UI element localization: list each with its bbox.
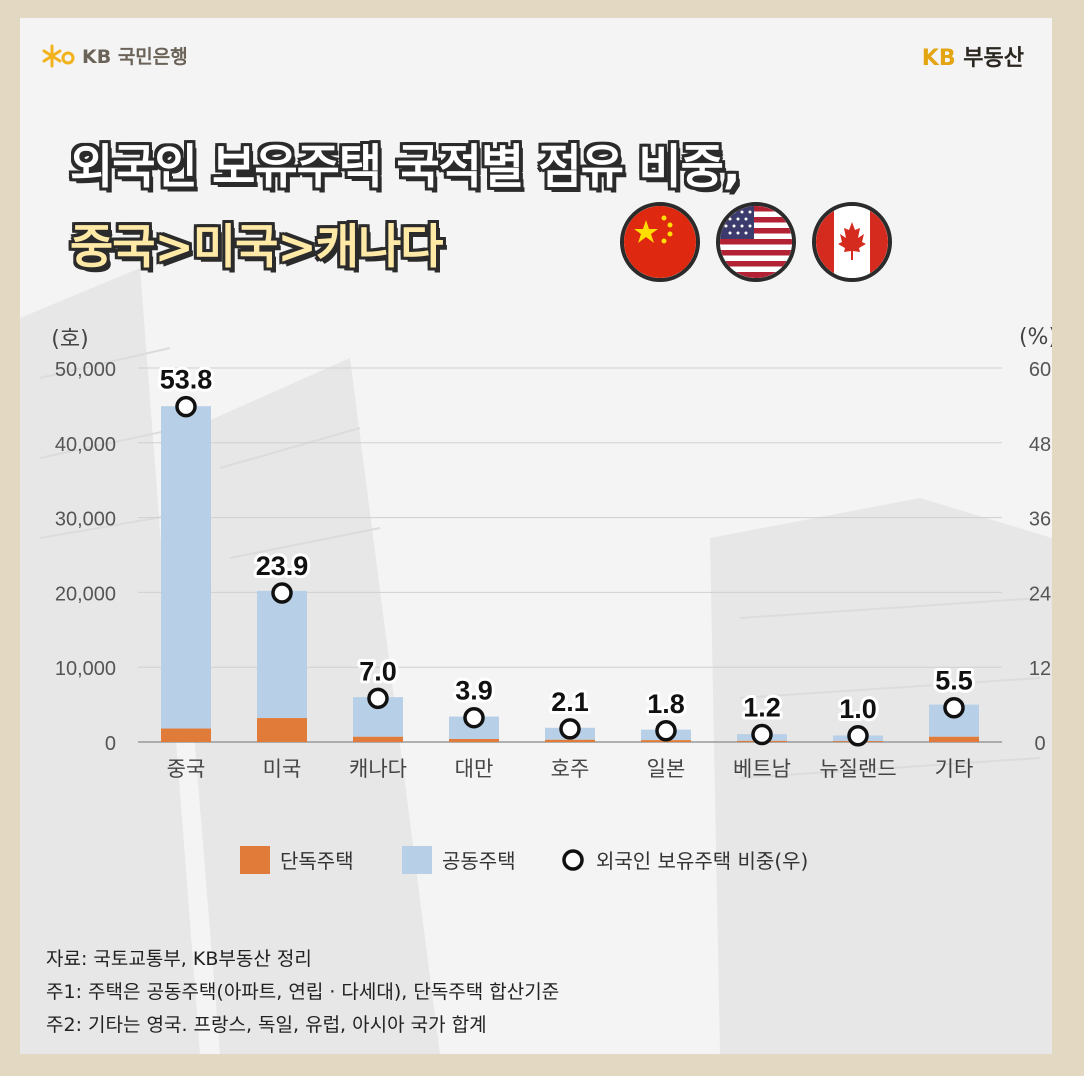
category-label: 캐나다 — [349, 757, 407, 781]
left-tick-label: 50,000 — [55, 359, 116, 381]
bar-detached — [929, 736, 979, 742]
category-label: 기타 — [935, 757, 974, 781]
legend-share-label: 외국인 보유주택 비중(우) — [596, 849, 809, 873]
source-notes: 자료: 국토교통부, KB부동산 정리 주1: 주택은 공동주택(아파트, 연립… — [46, 943, 559, 1042]
category-label: 대만 — [455, 757, 494, 781]
title-line-2: 중국>미국>캐나다 — [70, 220, 443, 275]
right-tick-label: 24 — [1029, 583, 1051, 605]
category-label: 미국 — [263, 757, 302, 781]
category-label: 호주 — [551, 757, 590, 781]
note-source: 자료: 국토교통부, KB부동산 정리 — [46, 948, 312, 970]
frame: KB 국민은행 KB 부동산 외국인 보유주택 국적별 점유 비중, 중국>미국… — [10, 10, 1060, 1060]
right-tick-label: 12 — [1029, 658, 1051, 680]
legend-detached-label: 단독주택 — [280, 849, 354, 873]
bar-detached — [449, 739, 499, 742]
axes: 0 10,000 20,000 30,000 40,000 50,000 0 12 24 36 48… — [51, 325, 1052, 781]
kb-star-icon — [42, 44, 75, 67]
title-line-1: 외국인 보유주택 국적별 점유 비중, — [70, 140, 741, 195]
kb-bank-logo: KB 국민은행 — [42, 42, 188, 69]
bar-detached — [353, 736, 403, 742]
kb-bank-logo-text: KB 국민은행 — [82, 46, 188, 68]
share-marker — [271, 582, 293, 604]
legend-detached: 단독주택 — [240, 845, 354, 874]
right-tick-label: 48 — [1029, 434, 1051, 456]
share-data-label: 1.2 — [743, 693, 781, 723]
kb-estate-logo-text: 부동산 — [963, 46, 1024, 71]
share-marker — [559, 718, 581, 740]
note-2: 주2: 기타는 영국. 프랑스, 독일, 유럽, 아시아 국가 합계 — [46, 1014, 487, 1036]
left-tick-label: 20,000 — [55, 583, 116, 605]
share-marker — [943, 696, 965, 719]
category-label: 일본 — [647, 757, 686, 781]
share-marker — [175, 395, 197, 418]
bar-apartment — [161, 406, 211, 729]
left-tick-label: 0 — [105, 733, 116, 755]
share-data-label: 53.8 — [160, 365, 213, 395]
bar-apartment — [257, 590, 307, 719]
legend-share: 외국인 보유주택 비중(우) — [560, 845, 808, 874]
kb-estate-logo: KB 부동산 — [922, 40, 1024, 72]
share-data-label: 1.0 — [839, 694, 877, 724]
right-tick-label: 60 — [1029, 359, 1051, 381]
usa-flag-icon — [716, 202, 796, 282]
share-marker — [463, 706, 485, 729]
china-flag-icon — [620, 202, 700, 282]
bar-detached — [161, 728, 211, 742]
left-tick-label: 10,000 — [55, 658, 116, 680]
legend-detached-swatch — [240, 845, 270, 874]
left-axis-unit: (호) — [51, 327, 88, 352]
bar-detached — [545, 739, 595, 742]
legend-share-marker — [562, 848, 584, 871]
right-tick-label: 36 — [1029, 509, 1051, 531]
note-1: 주1: 주택은 공동주택(아파트, 연립 · 다세대), 단독주택 합산기준 — [46, 981, 560, 1003]
infographic-card: KB 국민은행 KB 부동산 외국인 보유주택 국적별 점유 비중, 중국>미국… — [20, 18, 1052, 1054]
kb-estate-logo-kb: KB — [921, 46, 956, 71]
category-label: 뉴질랜드 — [819, 757, 896, 781]
bars — [161, 406, 979, 742]
share-marker — [847, 725, 869, 747]
share-markers: 53.8 23.9 7.0 3.9 2.1 1.8 1.2 1.0 5.5 — [157, 362, 976, 747]
share-data-label: 2.1 — [551, 687, 589, 717]
left-tick-label: 40,000 — [55, 434, 116, 456]
share-data-label: 23.9 — [256, 551, 309, 581]
bar-detached — [257, 718, 307, 742]
category-label: 중국 — [167, 757, 206, 781]
share-marker — [367, 687, 389, 710]
legend-apartment-swatch — [402, 845, 432, 874]
share-data-label: 1.8 — [647, 689, 685, 719]
left-tick-label: 30,000 — [55, 509, 116, 531]
share-marker — [655, 720, 677, 742]
share-data-label: 5.5 — [935, 666, 973, 696]
category-label: 베트남 — [733, 757, 791, 781]
legend-apartment: 공동주택 — [402, 845, 516, 874]
right-tick-label: 0 — [1034, 733, 1045, 755]
share-data-label: 7.0 — [359, 656, 397, 686]
share-data-label: 3.9 — [455, 676, 493, 706]
bar-chart: 0 10,000 20,000 30,000 40,000 50,000 0 12 24 36 48… — [51, 325, 1052, 781]
canada-flag-icon — [812, 202, 892, 282]
building-background — [20, 268, 1052, 1054]
right-axis-unit: (%) — [1019, 325, 1052, 350]
share-marker — [751, 723, 773, 746]
legend-apartment-label: 공동주택 — [442, 849, 516, 873]
